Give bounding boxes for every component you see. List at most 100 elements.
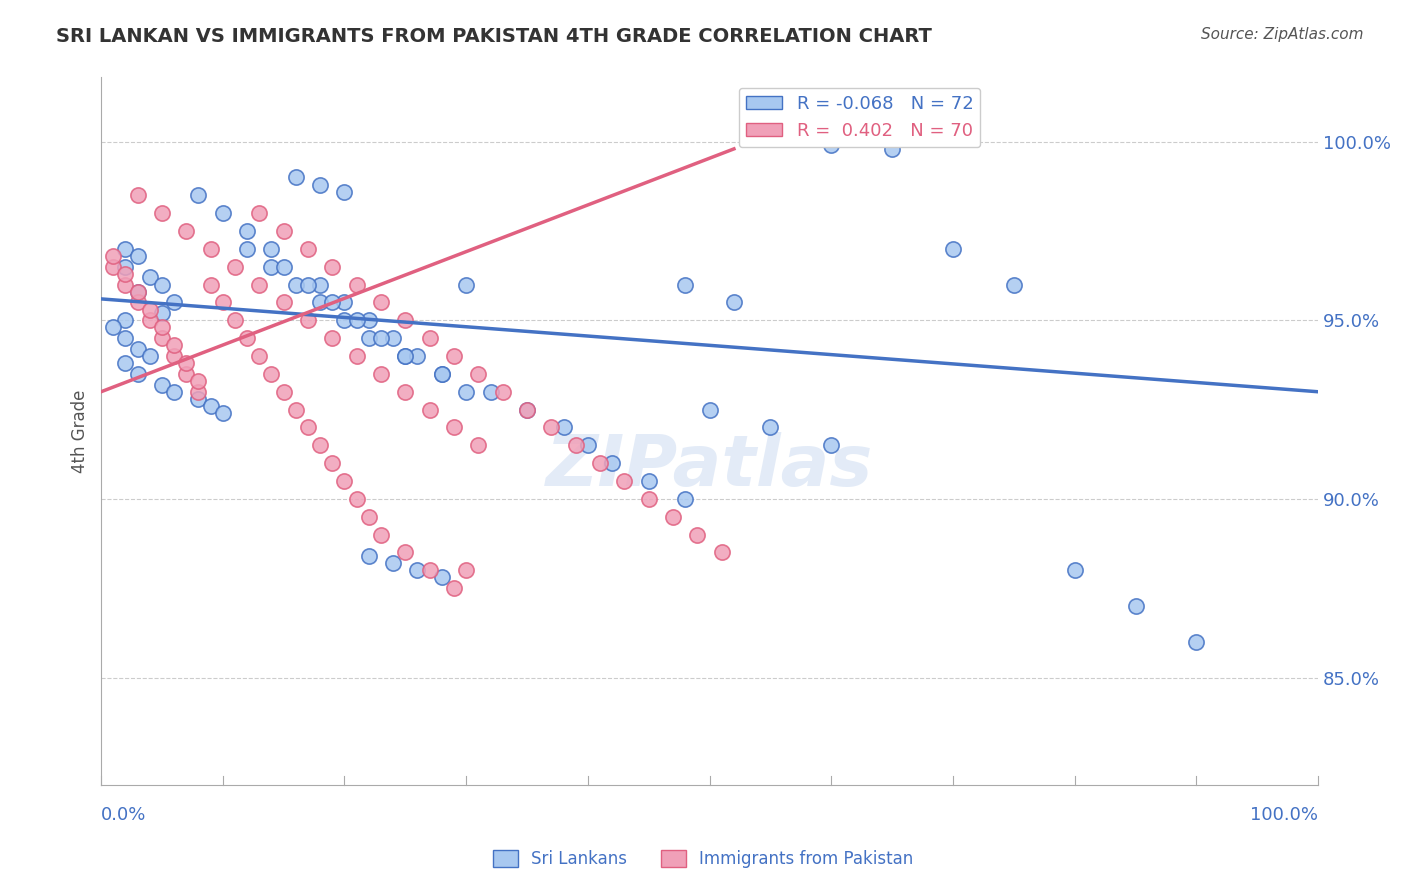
Point <box>467 438 489 452</box>
Point <box>456 277 478 292</box>
Point <box>187 392 209 406</box>
Point <box>419 402 441 417</box>
Point <box>394 545 416 559</box>
Point <box>394 349 416 363</box>
Point <box>1125 599 1147 613</box>
Point <box>662 509 685 524</box>
Point <box>163 295 186 310</box>
Point <box>357 549 380 563</box>
Point <box>114 242 136 256</box>
Point <box>321 260 343 274</box>
Point <box>370 331 392 345</box>
Point <box>200 399 222 413</box>
Point <box>211 295 233 310</box>
Point <box>346 491 368 506</box>
Point <box>150 377 173 392</box>
Legend: Sri Lankans, Immigrants from Pakistan: Sri Lankans, Immigrants from Pakistan <box>486 843 920 875</box>
Point <box>576 438 599 452</box>
Point <box>138 270 160 285</box>
Text: 100.0%: 100.0% <box>1250 806 1319 824</box>
Point <box>114 267 136 281</box>
Point <box>443 349 465 363</box>
Point <box>127 367 149 381</box>
Point <box>260 260 283 274</box>
Text: SRI LANKAN VS IMMIGRANTS FROM PAKISTAN 4TH GRADE CORRELATION CHART: SRI LANKAN VS IMMIGRANTS FROM PAKISTAN 4… <box>56 27 932 45</box>
Point <box>309 277 332 292</box>
Point <box>138 313 160 327</box>
Point <box>321 295 343 310</box>
Point <box>382 556 405 570</box>
Point <box>942 242 965 256</box>
Point <box>284 277 307 292</box>
Point <box>394 349 416 363</box>
Point <box>516 402 538 417</box>
Text: Source: ZipAtlas.com: Source: ZipAtlas.com <box>1201 27 1364 42</box>
Point <box>479 384 502 399</box>
Point <box>114 277 136 292</box>
Point <box>150 277 173 292</box>
Point <box>273 295 295 310</box>
Point <box>673 277 696 292</box>
Point <box>236 331 259 345</box>
Point <box>127 342 149 356</box>
Point <box>150 206 173 220</box>
Point <box>260 367 283 381</box>
Point <box>103 249 125 263</box>
Point <box>394 313 416 327</box>
Point <box>759 420 782 434</box>
Point <box>103 320 125 334</box>
Point <box>273 384 295 399</box>
Point <box>613 474 636 488</box>
Point <box>284 170 307 185</box>
Point <box>224 313 246 327</box>
Point <box>357 313 380 327</box>
Point <box>540 420 562 434</box>
Point <box>174 367 197 381</box>
Point <box>456 563 478 577</box>
Point <box>333 185 356 199</box>
Point <box>284 402 307 417</box>
Point <box>114 313 136 327</box>
Point <box>710 545 733 559</box>
Point <box>820 138 842 153</box>
Point <box>309 295 332 310</box>
Point <box>370 527 392 541</box>
Point <box>247 349 270 363</box>
Point <box>138 349 160 363</box>
Point <box>467 367 489 381</box>
Point <box>430 367 453 381</box>
Point <box>333 313 356 327</box>
Point <box>346 277 368 292</box>
Point <box>224 260 246 274</box>
Point <box>187 384 209 399</box>
Point <box>357 509 380 524</box>
Point <box>273 224 295 238</box>
Point <box>103 260 125 274</box>
Point <box>394 384 416 399</box>
Point <box>127 295 149 310</box>
Point <box>150 320 173 334</box>
Point <box>346 313 368 327</box>
Point <box>127 188 149 202</box>
Point <box>187 374 209 388</box>
Point <box>321 456 343 470</box>
Point <box>882 142 904 156</box>
Point <box>236 242 259 256</box>
Point <box>516 402 538 417</box>
Point <box>127 249 149 263</box>
Point <box>1002 277 1025 292</box>
Point <box>564 438 586 452</box>
Point <box>443 581 465 595</box>
Point <box>686 527 709 541</box>
Point <box>1063 563 1085 577</box>
Y-axis label: 4th Grade: 4th Grade <box>72 390 89 473</box>
Point <box>309 178 332 192</box>
Point <box>187 188 209 202</box>
Point <box>114 331 136 345</box>
Point <box>419 331 441 345</box>
Point <box>333 295 356 310</box>
Point <box>247 277 270 292</box>
Point <box>150 306 173 320</box>
Point <box>820 438 842 452</box>
Point <box>200 277 222 292</box>
